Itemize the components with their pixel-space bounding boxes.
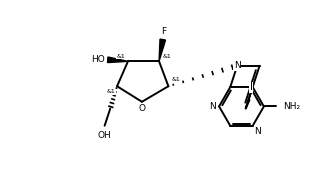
Text: N: N [234, 61, 241, 70]
Text: I: I [250, 82, 253, 92]
Text: F: F [162, 27, 167, 36]
Text: N: N [254, 127, 261, 136]
Text: &1: &1 [117, 54, 125, 59]
Polygon shape [159, 39, 166, 61]
Text: &1: &1 [172, 77, 181, 83]
Text: OH: OH [97, 131, 111, 140]
Text: &1: &1 [162, 54, 171, 59]
Text: N: N [209, 102, 216, 111]
Text: &1: &1 [107, 89, 116, 94]
Text: HO: HO [91, 55, 105, 64]
Polygon shape [107, 57, 128, 63]
Text: O: O [139, 104, 146, 113]
Text: NH₂: NH₂ [283, 102, 300, 111]
